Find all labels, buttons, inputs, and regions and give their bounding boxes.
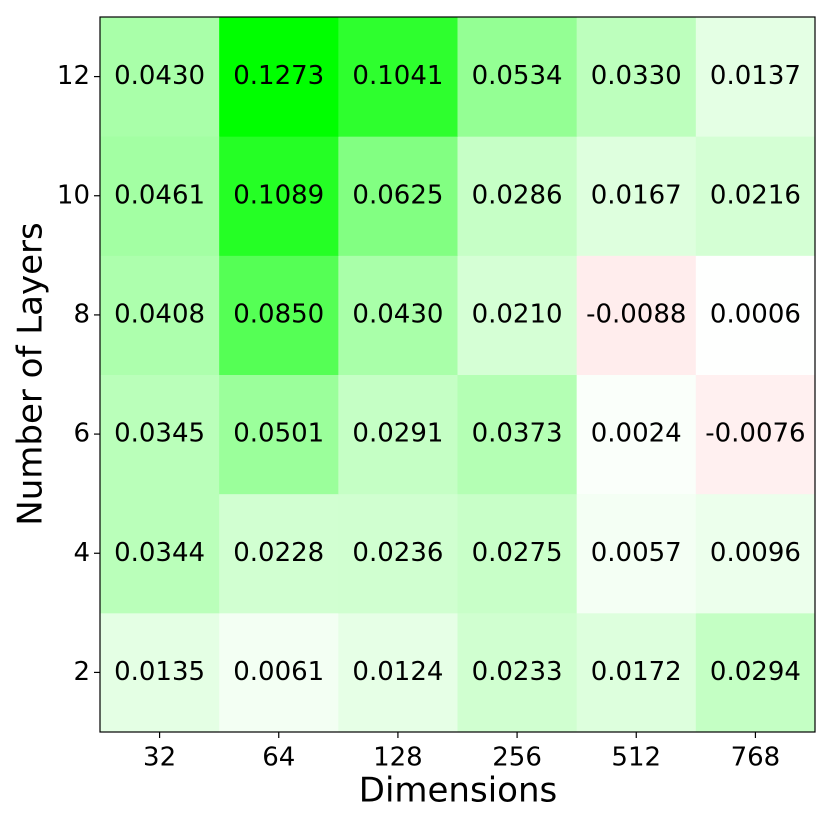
cell-value-label: 0.0344 bbox=[114, 538, 205, 568]
heatmap-cell bbox=[219, 612, 339, 733]
plot-frame bbox=[99, 16, 816, 733]
heatmap-cell bbox=[695, 255, 816, 375]
cell-value-label: 0.0291 bbox=[352, 419, 443, 449]
heatmap-cell bbox=[100, 255, 220, 375]
heatmap-cell bbox=[100, 136, 220, 256]
heatmap-cell bbox=[576, 17, 697, 137]
cell-value-label: -0.0076 bbox=[705, 419, 805, 449]
heatmap-cell bbox=[100, 612, 220, 733]
cell-value-label: 0.0124 bbox=[352, 657, 443, 687]
cell-value-label: 0.0275 bbox=[472, 538, 563, 568]
heatmap-cell bbox=[100, 493, 220, 614]
heatmap-cell bbox=[576, 493, 697, 614]
x-tick-label: 768 bbox=[731, 743, 781, 773]
heatmap-cell bbox=[457, 493, 578, 614]
heatmap-cell bbox=[219, 255, 339, 375]
cell-value-label: 0.0286 bbox=[472, 180, 563, 210]
heatmap-cell bbox=[695, 493, 816, 614]
heatmap-cell bbox=[457, 17, 578, 137]
heatmap-cell bbox=[100, 374, 220, 495]
cell-value-label: 0.0534 bbox=[472, 61, 563, 91]
heatmap-cell bbox=[695, 374, 816, 495]
cell-value-label: 0.0850 bbox=[233, 299, 324, 329]
cell-value-label: 0.0061 bbox=[233, 657, 324, 687]
cell-value-label: 0.0210 bbox=[472, 299, 563, 329]
x-tick-label: 512 bbox=[611, 743, 661, 773]
heatmap-cell bbox=[576, 255, 697, 375]
heatmap-cell bbox=[338, 493, 458, 614]
cell-value-label: 0.1089 bbox=[233, 180, 324, 210]
heatmap-cell bbox=[338, 255, 458, 375]
heatmap-cell bbox=[338, 17, 458, 137]
cell-value-label: 0.0233 bbox=[472, 657, 563, 687]
cell-value-label: -0.0088 bbox=[586, 299, 686, 329]
cell-value-label: 0.0057 bbox=[591, 538, 682, 568]
cell-value-label: 0.0216 bbox=[710, 180, 801, 210]
heatmap-cell bbox=[695, 17, 816, 137]
cell-value-label: 0.0006 bbox=[710, 299, 801, 329]
x-tick-label: 64 bbox=[262, 743, 295, 773]
y-tick-label: 12 bbox=[57, 61, 90, 91]
cell-value-label: 0.0096 bbox=[710, 538, 801, 568]
heatmap-cell bbox=[338, 374, 458, 495]
heatmap-cell bbox=[576, 374, 697, 495]
heatmap-cell bbox=[457, 612, 578, 733]
cell-value-label: 0.0408 bbox=[114, 299, 205, 329]
y-tick-label: 8 bbox=[73, 299, 90, 329]
heatmap-cell bbox=[695, 136, 816, 256]
heatmap-cell bbox=[100, 17, 220, 137]
heatmap-cell bbox=[338, 136, 458, 256]
x-tick-label: 32 bbox=[143, 743, 176, 773]
heatmap-cell bbox=[576, 612, 697, 733]
cell-value-label: 0.0228 bbox=[233, 538, 324, 568]
cell-value-label: 0.1273 bbox=[233, 61, 324, 91]
cell-value-label: 0.0236 bbox=[352, 538, 443, 568]
x-tick-label: 256 bbox=[492, 743, 542, 773]
cell-value-label: 0.0135 bbox=[114, 657, 205, 687]
heatmap-cell bbox=[457, 136, 578, 256]
cell-value-label: 0.0430 bbox=[352, 299, 443, 329]
cell-value-label: 0.0167 bbox=[591, 180, 682, 210]
cell-value-label: 0.0024 bbox=[591, 419, 682, 449]
cell-value-label: 0.0137 bbox=[710, 61, 801, 91]
heatmap-cell bbox=[338, 612, 458, 733]
heatmap-cell bbox=[576, 136, 697, 256]
y-tick-label: 6 bbox=[73, 419, 90, 449]
heatmap-cell bbox=[457, 374, 578, 495]
heatmap-cell bbox=[219, 17, 339, 137]
cell-value-label: 0.0461 bbox=[114, 180, 205, 210]
cell-value-label: 0.0330 bbox=[591, 61, 682, 91]
x-tick-label: 128 bbox=[373, 743, 423, 773]
cell-value-label: 0.0501 bbox=[233, 419, 324, 449]
cell-value-label: 0.0172 bbox=[591, 657, 682, 687]
x-axis-label: Dimensions bbox=[359, 771, 557, 811]
heatmap-cell bbox=[219, 493, 339, 614]
heatmap-cells bbox=[100, 17, 816, 733]
heatmap-cell bbox=[219, 136, 339, 256]
y-tick-label: 2 bbox=[73, 657, 90, 687]
cell-value-label: 0.0345 bbox=[114, 419, 205, 449]
cell-value-label: 0.0373 bbox=[472, 419, 563, 449]
y-tick-label: 4 bbox=[73, 538, 90, 568]
y-axis-label: Number of Layers bbox=[11, 222, 51, 525]
cell-value-label: 0.0625 bbox=[352, 180, 443, 210]
y-tick-label: 10 bbox=[57, 180, 90, 210]
heatmap-cell bbox=[457, 255, 578, 375]
heatmap-cell bbox=[219, 374, 339, 495]
cell-value-label: 0.0294 bbox=[710, 657, 801, 687]
cell-value-label: 0.1041 bbox=[352, 61, 443, 91]
cell-value-label: 0.0430 bbox=[114, 61, 205, 91]
heatmap-cell bbox=[695, 612, 816, 733]
